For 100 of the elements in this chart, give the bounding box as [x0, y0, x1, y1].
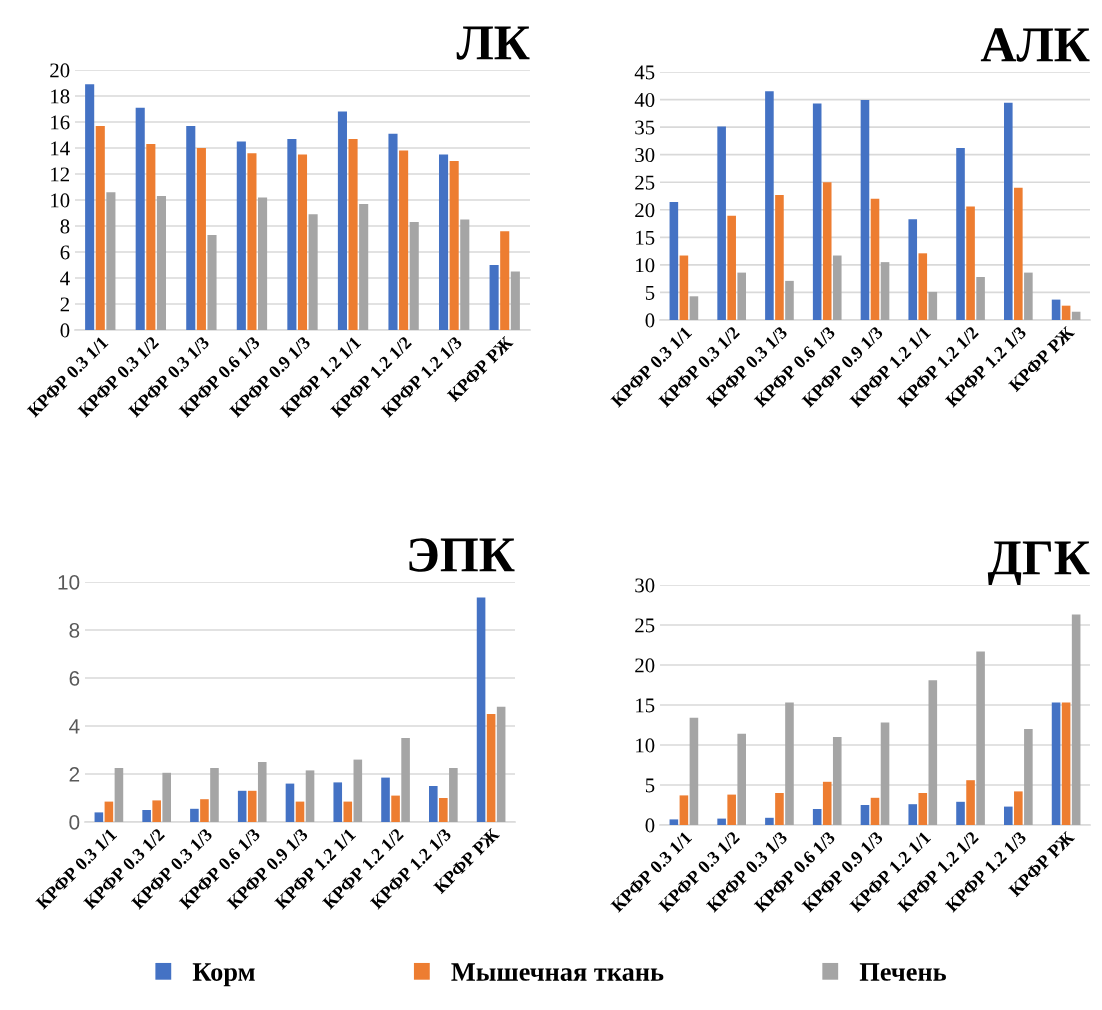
bar: [162, 772, 171, 822]
bar: [348, 138, 358, 330]
bar: [928, 291, 938, 320]
bar: [918, 253, 928, 320]
bar: [247, 790, 257, 822]
y-tick-label: 10: [58, 575, 80, 590]
legend-label: Мышечная ткань: [451, 963, 664, 981]
legend-label: Печень: [859, 963, 946, 981]
y-tick-label: 0: [60, 323, 70, 338]
bar: [333, 782, 343, 822]
bar: [287, 138, 297, 330]
bar: [401, 738, 410, 822]
y-tick-label: 16: [51, 115, 70, 130]
bar: [1014, 791, 1023, 825]
bar: [85, 84, 95, 330]
bar: [500, 231, 510, 330]
bar: [200, 799, 209, 822]
bar: [908, 804, 918, 825]
bar: [449, 768, 458, 822]
y-tick-label: 0: [645, 313, 655, 328]
bar: [966, 206, 975, 320]
y-tick-label: 14: [51, 141, 70, 156]
bar: [237, 790, 247, 822]
bar: [908, 219, 918, 320]
y-tick-label: 10: [636, 258, 655, 273]
bar: [439, 154, 449, 330]
bar: [399, 150, 409, 330]
bar: [476, 597, 486, 822]
bar: [308, 214, 318, 330]
bar: [918, 793, 928, 825]
bar: [785, 280, 794, 320]
y-tick-label: 20: [50, 63, 70, 78]
y-tick-label: 6: [60, 245, 70, 260]
bar: [496, 706, 506, 822]
y-tick-label: 15: [636, 698, 655, 713]
bar: [1051, 702, 1061, 825]
bar: [439, 798, 448, 822]
y-tick-label: 25: [635, 618, 655, 633]
bar: [765, 91, 774, 320]
bar: [812, 103, 822, 320]
bar: [190, 808, 199, 822]
bar: [785, 702, 794, 825]
y-tick-label: 6: [69, 671, 80, 686]
bar: [880, 262, 890, 320]
chart-title: АЛК: [980, 28, 1090, 62]
bar: [1051, 299, 1061, 320]
y-tick-label: 0: [69, 815, 80, 830]
y-tick-label: 8: [60, 219, 70, 234]
bar: [956, 148, 965, 320]
bar: [822, 182, 832, 320]
bar: [381, 777, 390, 822]
y-tick-label: 40: [634, 92, 655, 107]
bar: [1004, 806, 1013, 825]
bar: [409, 222, 419, 330]
bar: [510, 271, 520, 330]
y-tick-label: 20: [635, 203, 655, 218]
bar: [976, 277, 985, 320]
bar: [297, 154, 308, 330]
bar: [1061, 702, 1071, 825]
bar: [870, 797, 880, 825]
bar: [489, 265, 499, 330]
bar: [870, 198, 880, 320]
bar: [146, 144, 156, 330]
bar: [196, 148, 206, 330]
y-tick-label: 12: [51, 167, 69, 182]
bar: [359, 203, 369, 330]
bar: [956, 801, 965, 825]
y-tick-label: 10: [51, 193, 70, 208]
bar: [1061, 305, 1071, 320]
bar: [679, 795, 689, 825]
bar: [775, 793, 784, 825]
bar: [822, 781, 832, 825]
bar: [353, 759, 363, 822]
bar: [391, 795, 400, 822]
y-tick-label: 5: [645, 778, 655, 793]
bar: [388, 133, 398, 330]
bar: [737, 733, 746, 825]
bar: [727, 215, 736, 320]
bar: [717, 818, 726, 825]
chart-title: ЭПК: [409, 538, 515, 572]
bar: [207, 235, 217, 330]
chart-title: ДГК: [987, 541, 1090, 585]
bar: [1024, 272, 1033, 320]
bar: [1024, 729, 1033, 825]
bar: [1071, 614, 1081, 825]
bar: [186, 125, 196, 330]
bar: [236, 141, 246, 330]
bar: [486, 714, 496, 822]
bar: [966, 780, 975, 825]
bar: [669, 202, 679, 320]
bar: [1004, 102, 1013, 320]
y-tick-label: 5: [645, 286, 655, 300]
bar: [679, 255, 689, 320]
bar: [1014, 187, 1023, 320]
bar: [135, 107, 145, 330]
y-tick-label: 45: [634, 65, 655, 80]
bar: [257, 762, 267, 822]
bar: [258, 197, 268, 330]
y-tick-label: 25: [635, 175, 655, 190]
bar: [765, 817, 774, 825]
